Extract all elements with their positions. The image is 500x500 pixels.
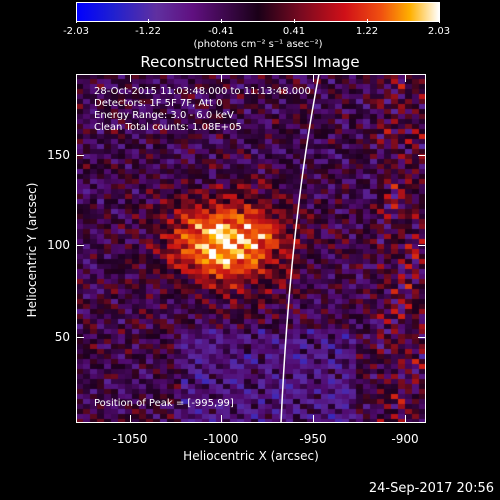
colorbar-tick — [76, 19, 77, 23]
y-axis-label: Heliocentric Y (arcsec) — [25, 182, 39, 318]
y-tick-label: 150 — [47, 148, 70, 162]
y-axis-tick — [418, 337, 426, 338]
colorbar-tick — [221, 19, 222, 23]
render-timestamp: 24-Sep-2017 20:56 — [368, 481, 494, 496]
y-axis-tick — [76, 245, 84, 246]
info-total-counts: Clean Total counts: 1.08E+05 — [94, 122, 242, 133]
x-axis-tick — [313, 74, 314, 82]
colorbar — [76, 2, 440, 22]
y-axis-tick — [76, 155, 84, 156]
y-axis-tick — [418, 245, 426, 246]
x-axis-tick — [221, 74, 222, 82]
colorbar-label: -1.22 — [135, 26, 161, 37]
y-tick-label: 100 — [47, 238, 70, 252]
x-axis-tick — [130, 74, 131, 82]
rhessi-image — [76, 74, 426, 423]
x-axis-tick — [130, 415, 131, 423]
y-axis-tick — [418, 155, 426, 156]
image-title: Reconstructed RHESSI Image — [140, 53, 360, 71]
x-axis-tick — [405, 74, 406, 82]
x-axis-tick — [313, 415, 314, 423]
x-tick-label: -950 — [299, 432, 327, 446]
colorbar-tick — [294, 19, 295, 23]
x-tick-label: -1050 — [112, 432, 148, 446]
y-tick-label: 50 — [54, 330, 70, 344]
x-axis-tick — [405, 415, 406, 423]
colorbar-label: 0.41 — [282, 26, 306, 37]
colorbar-tick — [367, 19, 368, 23]
x-axis-tick — [221, 415, 222, 423]
colorbar-label: 1.22 — [355, 26, 379, 37]
x-axis-label: Heliocentric X (arcsec) — [183, 449, 319, 463]
x-tick-label: -900 — [391, 432, 419, 446]
colorbar-label: -2.03 — [63, 26, 89, 37]
colorbar-tick — [439, 19, 440, 23]
info-time-range: 28-Oct-2015 11:03:48.000 to 11:13:48.000 — [94, 86, 311, 97]
info-energy-range: Energy Range: 3.0 - 6.0 keV — [94, 110, 234, 121]
limb-line — [280, 74, 320, 423]
y-axis-tick — [76, 337, 84, 338]
colorbar-label: 2.03 — [427, 26, 451, 37]
colorbar-label: -0.41 — [208, 26, 234, 37]
info-detectors: Detectors: 1F 5F 7F, Att 0 — [94, 98, 223, 109]
heatmap-canvas — [76, 74, 426, 423]
colorbar-units: (photons cm⁻² s⁻¹ asec⁻²) — [193, 39, 323, 50]
colorbar-tick — [148, 19, 149, 23]
peak-position: Position of Peak = [-995,99] — [94, 398, 234, 409]
x-tick-label: -1000 — [203, 432, 239, 446]
